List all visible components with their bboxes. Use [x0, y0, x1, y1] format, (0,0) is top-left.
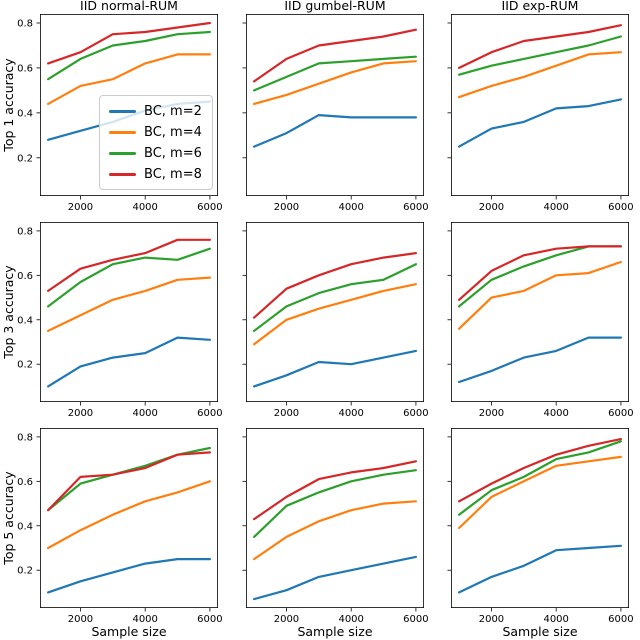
svg-text:4000: 4000	[132, 202, 157, 213]
svg-text:0.8: 0.8	[17, 226, 33, 237]
svg-text:4000: 4000	[543, 408, 568, 419]
legend-label: BC, m=4	[144, 124, 202, 140]
svg-text:6000: 6000	[403, 202, 428, 213]
svg-text:6000: 6000	[608, 202, 633, 213]
y-axis-label-top1: Top 1 accuracy	[1, 58, 16, 153]
legend-line-swatch-red	[109, 172, 136, 176]
svg-text:6000: 6000	[403, 408, 428, 419]
x-axis-label: Sample size	[91, 624, 166, 639]
y-axis-label-top5: Top 5 accuracy	[1, 471, 16, 566]
svg-text:4000: 4000	[132, 614, 157, 625]
svg-text:4000: 4000	[338, 614, 363, 625]
svg-text:6000: 6000	[197, 408, 222, 419]
subplot-top1-gumbel: IID gumbel-RUM 2000 4000 6000	[242, 0, 429, 213]
svg-text:0.4: 0.4	[17, 521, 33, 532]
svg-text:6000: 6000	[197, 202, 222, 213]
y-axis-label-top3: Top 3 accuracy	[1, 265, 16, 360]
svg-text:2000: 2000	[68, 408, 93, 419]
svg-text:2000: 2000	[68, 202, 93, 213]
legend-label: BC, m=2	[144, 103, 202, 119]
svg-text:0.6: 0.6	[17, 271, 33, 282]
svg-text:0.8: 0.8	[17, 432, 33, 443]
legend-entry-m4: BC, m=4	[109, 123, 202, 141]
legend: BC, m=2 BC, m=4 BC, m=6 BC, m=8	[99, 95, 213, 190]
svg-text:4000: 4000	[543, 614, 568, 625]
subplot-top5-gumbel: Sample size 2000 4000 6000	[242, 428, 429, 639]
svg-text:6000: 6000	[403, 614, 428, 625]
svg-text:4000: 4000	[338, 408, 363, 419]
svg-text:2000: 2000	[274, 614, 299, 625]
svg-text:2000: 2000	[479, 408, 504, 419]
subplot-top3-normal: Top 3 accuracy 2000 4000 6000 0.2 0.4 0.6 0.8	[1, 222, 223, 419]
svg-text:6000: 6000	[608, 614, 633, 625]
svg-text:4000: 4000	[338, 202, 363, 213]
legend-label: BC, m=6	[144, 145, 202, 161]
legend-entry-m8: BC, m=8	[109, 165, 202, 183]
svg-text:0.2: 0.2	[17, 566, 33, 577]
svg-text:0.8: 0.8	[17, 18, 33, 29]
svg-text:2000: 2000	[274, 202, 299, 213]
subplot-top3-exp: 2000 4000 6000	[447, 222, 634, 419]
legend-entry-m6: BC, m=6	[109, 144, 202, 162]
subplot-top3-gumbel: 2000 4000 6000	[242, 222, 429, 419]
legend-entry-m2: BC, m=2	[109, 102, 202, 120]
subplot-top5-normal: Top 5 accuracy Sample size 2000 4000 6000 0…	[1, 428, 223, 639]
svg-text:2000: 2000	[274, 408, 299, 419]
svg-text:0.6: 0.6	[17, 63, 33, 74]
svg-text:4000: 4000	[543, 202, 568, 213]
svg-text:6000: 6000	[608, 408, 633, 419]
legend-line-swatch-green	[109, 151, 136, 155]
svg-text:0.6: 0.6	[17, 477, 33, 488]
svg-text:2000: 2000	[68, 614, 93, 625]
subplot-title-gumbel: IID gumbel-RUM	[284, 0, 385, 13]
svg-text:2000: 2000	[479, 202, 504, 213]
subplot-title-exp: IID exp-RUM	[502, 0, 579, 13]
svg-text:6000: 6000	[197, 614, 222, 625]
subplot-top5-exp: Sample size 2000 4000 6000	[447, 428, 634, 639]
x-axis-label: Sample size	[502, 624, 577, 639]
x-axis-label: Sample size	[297, 624, 372, 639]
subplot-top1-exp: IID exp-RUM 2000 4000 6000	[447, 0, 634, 213]
legend-label: BC, m=8	[144, 166, 202, 182]
legend-line-swatch-blue	[109, 109, 136, 113]
svg-text:0.2: 0.2	[17, 360, 33, 371]
svg-text:0.4: 0.4	[17, 108, 33, 119]
svg-text:2000: 2000	[479, 614, 504, 625]
subplot-title-normal: IID normal-RUM	[80, 0, 178, 13]
legend-line-swatch-orange	[109, 130, 136, 134]
svg-text:0.4: 0.4	[17, 315, 33, 326]
svg-text:0.2: 0.2	[17, 153, 33, 164]
svg-text:4000: 4000	[132, 408, 157, 419]
